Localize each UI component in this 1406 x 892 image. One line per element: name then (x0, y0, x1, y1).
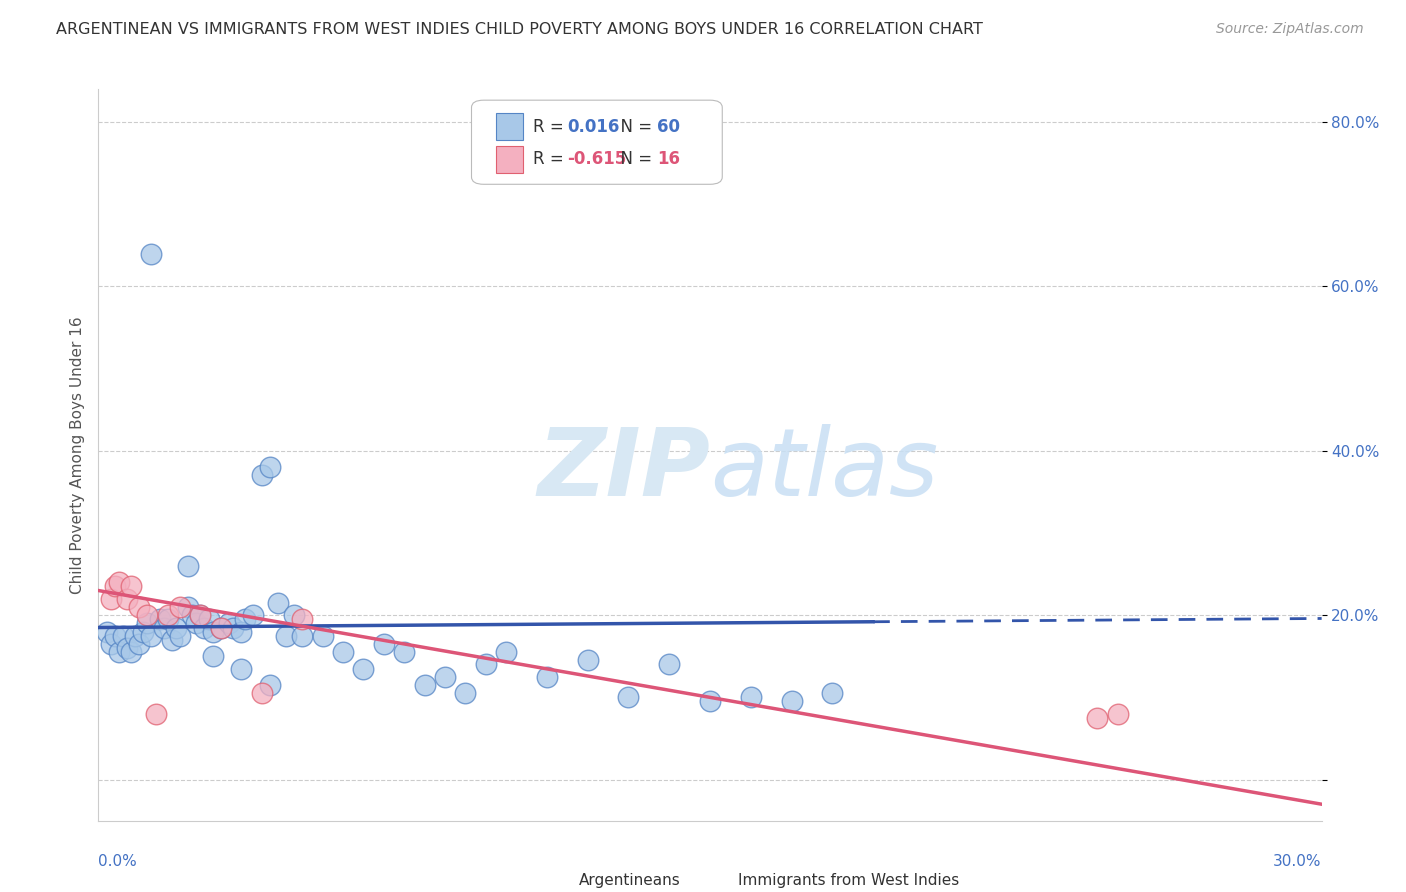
Point (132, 624, 155, 639)
Point (96, 624, 118, 639)
Text: 0.0%: 0.0% (98, 854, 138, 869)
Point (169, 599, 191, 614)
Text: ARGENTINEAN VS IMMIGRANTS FROM WEST INDIES CHILD POVERTY AMONG BOYS UNDER 16 COR: ARGENTINEAN VS IMMIGRANTS FROM WEST INDI… (56, 22, 983, 37)
Point (156, 612, 179, 626)
Point (259, 460, 281, 475)
Point (250, 686, 273, 700)
Text: -0.615: -0.615 (567, 151, 626, 169)
Point (267, 596, 290, 610)
Point (233, 612, 256, 626)
Point (128, 637, 150, 651)
Point (454, 686, 477, 700)
Point (165, 620, 187, 634)
Bar (551, 870, 574, 892)
Point (332, 645, 354, 659)
Point (124, 629, 146, 643)
Text: Source: ZipAtlas.com: Source: ZipAtlas.com (1216, 22, 1364, 37)
Point (209, 620, 232, 634)
Point (120, 579, 142, 593)
Point (156, 608, 179, 623)
Point (413, 678, 436, 692)
Point (274, 629, 297, 643)
Point (658, 657, 681, 672)
Point (197, 612, 219, 626)
Point (145, 706, 167, 721)
Point (169, 629, 191, 643)
Point (699, 694, 721, 708)
Point (373, 637, 395, 651)
Text: Argentineans: Argentineans (579, 873, 681, 888)
Text: N =: N = (610, 118, 657, 136)
Point (250, 468, 273, 483)
Point (100, 591, 122, 606)
Text: 30.0%: 30.0% (1274, 854, 1322, 869)
Point (128, 599, 150, 614)
Point (177, 599, 200, 614)
Point (576, 653, 599, 667)
Text: N =: N = (610, 151, 657, 169)
Point (291, 612, 314, 626)
Point (111, 629, 134, 643)
Text: R =: R = (533, 118, 568, 136)
Point (1085, 711, 1108, 725)
Point (152, 620, 174, 634)
Point (136, 608, 159, 623)
Point (104, 579, 127, 593)
Point (160, 632, 183, 647)
Point (536, 670, 558, 684)
Point (218, 616, 240, 631)
Text: 60: 60 (658, 118, 681, 136)
Point (434, 670, 457, 684)
Text: R =: R = (533, 151, 568, 169)
Point (120, 645, 142, 659)
Point (188, 608, 212, 623)
Point (242, 608, 264, 623)
Point (352, 662, 374, 676)
Point (100, 637, 122, 651)
Text: ZIP: ZIP (537, 424, 710, 516)
FancyBboxPatch shape (471, 100, 723, 185)
Point (201, 649, 224, 664)
Point (149, 612, 172, 626)
Point (780, 694, 803, 708)
Point (283, 608, 305, 623)
Point (222, 620, 245, 634)
Point (186, 616, 208, 631)
Text: 0.016: 0.016 (567, 118, 619, 136)
Point (1107, 706, 1129, 721)
Point (291, 629, 314, 643)
Point (231, 662, 253, 676)
Point (617, 690, 640, 705)
Point (108, 645, 131, 659)
Point (231, 624, 253, 639)
Point (181, 608, 204, 623)
Point (115, 591, 138, 606)
Point (141, 629, 163, 643)
Point (259, 678, 281, 692)
Point (104, 629, 127, 643)
Point (193, 620, 215, 634)
Point (177, 558, 200, 573)
Point (495, 645, 517, 659)
Text: 16: 16 (658, 151, 681, 169)
Point (136, 616, 159, 631)
Point (740, 690, 762, 705)
Bar (496, 112, 523, 140)
Text: atlas: atlas (710, 424, 938, 515)
Point (474, 657, 498, 672)
Bar (710, 870, 733, 892)
Bar (496, 145, 523, 173)
Point (209, 620, 232, 634)
Point (141, 246, 163, 260)
Point (108, 575, 131, 590)
Point (188, 608, 212, 623)
Point (392, 645, 416, 659)
Text: Immigrants from West Indies: Immigrants from West Indies (738, 873, 959, 888)
Point (312, 629, 335, 643)
Point (115, 641, 138, 656)
Point (201, 624, 224, 639)
Point (821, 686, 844, 700)
Y-axis label: Child Poverty Among Boys Under 16: Child Poverty Among Boys Under 16 (69, 316, 84, 594)
